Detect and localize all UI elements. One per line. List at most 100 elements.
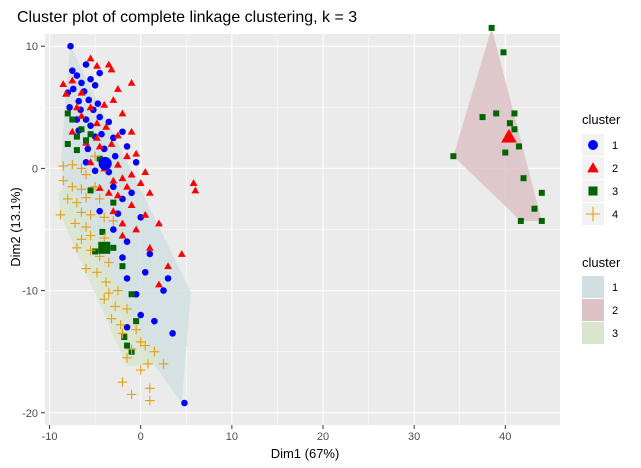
data-point-cluster-4 <box>140 340 151 351</box>
data-point-cluster-4 <box>85 230 96 241</box>
y-tick-label: 0 <box>32 163 38 175</box>
data-point-cluster-1 <box>69 85 77 93</box>
data-point-cluster-4 <box>122 304 132 314</box>
data-point-cluster-4 <box>58 161 69 171</box>
data-point-cluster-2 <box>59 80 68 88</box>
data-point-cluster-2 <box>118 231 127 239</box>
data-point-cluster-1 <box>105 118 113 126</box>
data-point-cluster-1 <box>114 210 122 217</box>
data-point-cluster-2 <box>127 78 136 86</box>
hull-legend-label-cluster-2: 2 <box>612 305 618 317</box>
data-point-cluster-3 <box>450 153 457 160</box>
data-point-cluster-2 <box>141 168 150 175</box>
data-point-cluster-1 <box>164 275 172 282</box>
data-point-cluster-1 <box>110 134 117 142</box>
data-point-cluster-2 <box>127 170 136 178</box>
data-point-cluster-2 <box>155 219 163 227</box>
data-point-cluster-2 <box>155 280 163 288</box>
data-point-cluster-3 <box>493 110 500 117</box>
point-legend-title: cluster <box>582 112 621 127</box>
legend-label-cluster-2: 2 <box>612 163 618 175</box>
data-point-cluster-4 <box>90 151 100 161</box>
data-point-cluster-2 <box>93 119 101 127</box>
data-point-cluster-4 <box>110 301 120 312</box>
data-point-cluster-1 <box>110 226 117 233</box>
legend-key-cluster-1 <box>588 140 598 150</box>
y-axis-title: Dim2 (13.1%) <box>8 187 23 266</box>
data-point-cluster-2 <box>109 96 118 103</box>
data-point-cluster-1 <box>160 287 167 294</box>
data-point-cluster-1 <box>151 317 158 325</box>
x-tick-label: 0 <box>138 431 144 443</box>
hull-legend-label-cluster-1: 1 <box>612 282 618 294</box>
data-point-cluster-2 <box>118 219 127 227</box>
data-point-cluster-3 <box>99 228 106 235</box>
data-point-cluster-4 <box>81 263 91 274</box>
hull-legend-label-cluster-3: 3 <box>612 328 618 340</box>
data-point-cluster-2 <box>123 152 131 160</box>
hull-legend-title: cluster <box>582 255 621 270</box>
data-point-cluster-2 <box>77 88 86 96</box>
data-point-cluster-2 <box>127 127 136 135</box>
data-point-cluster-1 <box>78 79 85 87</box>
data-point-cluster-1 <box>75 97 83 105</box>
data-point-cluster-2 <box>86 158 95 166</box>
grid-lines <box>45 34 560 425</box>
data-point-cluster-4 <box>113 285 123 296</box>
data-point-cluster-4 <box>143 359 153 369</box>
data-point-cluster-1 <box>94 100 102 107</box>
data-point-cluster-2 <box>114 191 122 199</box>
legend-label-cluster-3: 3 <box>612 186 618 198</box>
data-point-cluster-3 <box>110 199 117 206</box>
data-point-cluster-3 <box>73 147 80 154</box>
data-point-cluster-4 <box>122 352 132 363</box>
data-point-cluster-2 <box>62 89 70 97</box>
legend-label-cluster-1: 1 <box>612 140 618 152</box>
data-point-cluster-1 <box>119 128 126 136</box>
data-point-cluster-2 <box>109 207 118 215</box>
chart-title: Cluster plot of complete linkage cluster… <box>17 9 357 26</box>
centroid-cluster-1 <box>98 156 112 171</box>
data-point-cluster-3 <box>517 217 524 224</box>
data-point-cluster-4 <box>115 320 126 330</box>
data-point-cluster-3 <box>511 126 518 133</box>
x-tick-label: -10 <box>42 431 58 443</box>
data-point-cluster-3 <box>73 133 80 140</box>
data-point-cluster-1 <box>85 96 93 104</box>
data-point-cluster-3 <box>64 140 71 147</box>
data-point-cluster-4 <box>104 257 114 268</box>
data-point-cluster-4 <box>72 197 82 208</box>
data-point-cluster-1 <box>123 275 131 282</box>
data-point-cluster-1 <box>73 72 81 79</box>
data-point-cluster-1 <box>98 130 105 138</box>
data-point-cluster-2 <box>114 85 122 92</box>
data-point-cluster-3 <box>511 110 518 117</box>
data-point-cluster-1 <box>128 189 135 197</box>
data-point-cluster-1 <box>137 213 145 221</box>
data-point-cluster-2 <box>123 182 131 190</box>
data-point-cluster-3 <box>488 24 495 31</box>
data-point-cluster-1 <box>100 145 108 153</box>
data-point-cluster-4 <box>92 267 102 278</box>
data-point-cluster-2 <box>114 160 122 168</box>
data-point-cluster-4 <box>104 288 114 298</box>
data-point-cluster-4 <box>81 222 91 232</box>
x-axis-ticks: -10 0 10 20 30 40 <box>42 425 511 443</box>
data-point-cluster-2 <box>141 210 150 218</box>
data-point-cluster-3 <box>119 263 126 270</box>
data-point-cluster-1 <box>82 61 90 68</box>
data-point-cluster-1 <box>123 323 131 331</box>
data-point-cluster-2 <box>107 140 116 147</box>
y-tick-label: -20 <box>22 408 38 420</box>
data-point-cluster-1 <box>141 268 149 276</box>
y-axis-ticks: -20 -10 0 10 <box>22 41 45 420</box>
data-point-cluster-4 <box>62 194 73 204</box>
data-point-cluster-2 <box>86 54 95 62</box>
data-point-cluster-3 <box>124 342 131 349</box>
data-point-cluster-1 <box>66 104 73 111</box>
cluster-hull-2 <box>453 27 542 221</box>
data-point-cluster-4 <box>94 194 105 204</box>
data-point-cluster-2 <box>95 184 104 191</box>
data-point-cluster-3 <box>110 244 117 251</box>
